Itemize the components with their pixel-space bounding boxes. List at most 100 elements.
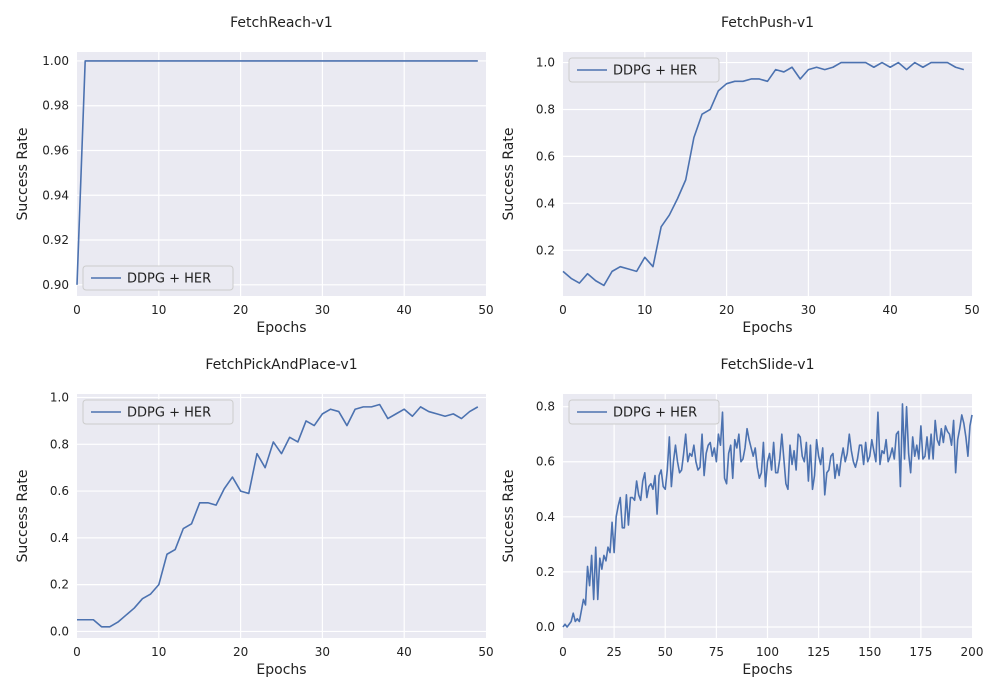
data-point: [926, 436, 928, 438]
data-point: [726, 83, 728, 85]
data-point: [718, 433, 720, 435]
data-point: [916, 444, 918, 446]
data-point: [125, 60, 127, 62]
data-point: [150, 593, 152, 595]
data-point: [281, 60, 283, 62]
data-point: [883, 453, 885, 455]
data-point: [174, 549, 176, 551]
data-point: [718, 90, 720, 92]
data-point: [632, 497, 634, 499]
data-point: [812, 488, 814, 490]
data-point: [765, 486, 767, 488]
data-point: [785, 483, 787, 485]
data-point: [969, 425, 971, 427]
data-point: [834, 477, 836, 479]
data-point: [703, 475, 705, 477]
data-point: [371, 406, 373, 408]
data-point: [914, 62, 916, 64]
legend-box: [568, 57, 720, 83]
data-point: [748, 439, 750, 441]
data-point: [578, 282, 580, 284]
data-point: [652, 266, 654, 268]
data-point: [775, 472, 777, 474]
data-point: [461, 60, 463, 62]
data-point: [444, 60, 446, 62]
data-point: [469, 60, 471, 62]
data-point: [240, 60, 242, 62]
data-point: [922, 66, 924, 68]
data-point: [711, 455, 713, 457]
series-line: [562, 403, 973, 628]
data-point: [636, 270, 638, 272]
data-point: [593, 599, 595, 601]
x-tick-label: 25: [606, 645, 621, 659]
data-point: [289, 60, 291, 62]
data-point: [734, 439, 736, 441]
data-point: [625, 494, 627, 496]
data-point: [469, 411, 471, 413]
data-point: [248, 60, 250, 62]
x-tick-label: 125: [807, 645, 830, 659]
subplot-fetchpickandplace: 0 10 20 30 40 50 0.0 0.2 0.4 0.6 0.8 1.0 FetchPickAn…: [15, 357, 494, 678]
data-point: [955, 472, 957, 474]
data-point: [640, 499, 642, 501]
data-point: [895, 433, 897, 435]
data-point: [613, 552, 615, 554]
x-tick-label: 50: [964, 303, 979, 317]
data-point: [799, 78, 801, 80]
data-point: [182, 528, 184, 530]
data-point: [656, 513, 658, 515]
data-point: [675, 444, 677, 446]
data-point: [957, 439, 959, 441]
data-point: [305, 420, 307, 422]
data-point: [754, 447, 756, 449]
data-point: [395, 60, 397, 62]
data-point: [117, 621, 119, 623]
data-point: [936, 439, 938, 441]
data-point: [603, 554, 605, 556]
data-point: [873, 66, 875, 68]
y-axis-label: Success Rate: [501, 470, 517, 563]
data-point: [338, 411, 340, 413]
data-point: [904, 458, 906, 460]
data-point: [865, 62, 867, 64]
data-point: [879, 464, 881, 466]
series-line: [562, 61, 965, 287]
data-point: [797, 433, 799, 435]
data-point: [930, 433, 932, 435]
plot-area: [77, 394, 486, 638]
data-point: [611, 521, 613, 523]
data-point: [572, 612, 574, 614]
data-point: [750, 78, 752, 80]
data-point: [715, 461, 717, 463]
data-point: [133, 607, 135, 609]
data-point: [832, 66, 834, 68]
data-point: [963, 422, 965, 424]
data-point: [587, 273, 589, 275]
data-point: [873, 450, 875, 452]
data-point: [940, 428, 942, 430]
data-point: [687, 461, 689, 463]
data-point: [681, 469, 683, 471]
data-point: [881, 62, 883, 64]
chart-title: FetchPickAndPlace-v1: [205, 357, 357, 373]
plot-area: [563, 52, 972, 296]
data-point: [574, 621, 576, 623]
x-tick-label: 0: [73, 303, 81, 317]
legend-box: [82, 399, 234, 425]
data-point: [947, 431, 949, 433]
data-point: [158, 584, 160, 586]
data-point: [648, 486, 650, 488]
data-point: [403, 408, 405, 410]
data-point: [810, 444, 812, 446]
data-point: [566, 626, 568, 628]
data-point: [822, 447, 824, 449]
data-point: [621, 527, 623, 529]
data-point: [232, 60, 234, 62]
data-point: [951, 444, 953, 446]
data-point: [691, 455, 693, 457]
data-point: [668, 214, 670, 216]
data-point: [595, 280, 597, 282]
data-point: [215, 60, 217, 62]
data-point: [836, 464, 838, 466]
